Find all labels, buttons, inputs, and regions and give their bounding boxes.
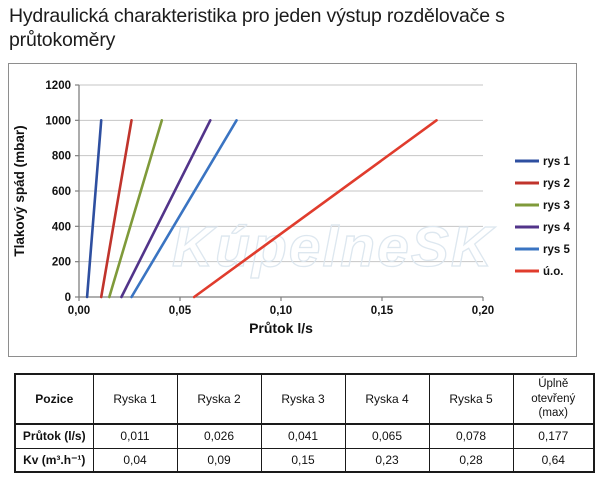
x-tick-label: 0,00	[68, 305, 90, 317]
y-tick-label: 1000	[45, 115, 71, 127]
legend-label: ú.o.	[543, 266, 563, 278]
flow-table-header: Pozice Ryska 1 Ryska 2 Ryska 3 Ryska 4 Ryska …	[14, 373, 595, 425]
table-value-cell: 0,041	[260, 423, 346, 449]
legend-label: rys 5	[543, 244, 570, 256]
table-row: Kv (m³.h⁻¹) 0,04 0,09 0,15 0,23 0,28 0,64	[14, 447, 595, 473]
x-tick-label: 0,10	[270, 305, 292, 317]
table-row: Průtok (l/s) 0,011 0,026 0,041 0,065 0,078 0,1…	[14, 423, 595, 449]
table-value-cell: 0,026	[176, 423, 262, 449]
x-tick-label: 0,05	[169, 305, 192, 317]
y-tick-label: 0	[65, 292, 71, 304]
table-value-cell: 0,28	[428, 447, 514, 473]
table-header-cell: Ryska 5	[428, 373, 514, 425]
y-tick-label: 400	[52, 221, 71, 233]
x-axis-title: Průtok l/s	[249, 320, 313, 336]
table-value-cell: 0,177	[512, 423, 595, 449]
table-row-label: Průtok (l/s)	[14, 423, 94, 449]
y-tick-label: 800	[52, 151, 71, 163]
series-line-rys-4	[120, 119, 212, 299]
table-header-cell: Ryska 3	[260, 373, 346, 425]
y-tick-label: 200	[52, 257, 71, 269]
table-value-cell: 0,23	[344, 447, 430, 473]
watermark: KúpelneSK	[172, 215, 496, 279]
legend-label: rys 4	[543, 222, 570, 234]
table-value-cell: 0,04	[92, 447, 178, 473]
table-value-cell: 0,09	[176, 447, 262, 473]
legend-label: rys 3	[543, 200, 570, 212]
series-line-rys-3	[108, 119, 164, 299]
table-header-cell: Úplně otevřený (max)	[512, 373, 595, 425]
y-tick-label: 1200	[45, 80, 71, 92]
legend-label: rys 2	[543, 178, 570, 190]
x-tick-label: 0,20	[472, 305, 494, 317]
table-header-cell: Pozice	[14, 373, 94, 425]
table-header-cell: Ryska 4	[344, 373, 430, 425]
series-line-rys-5	[130, 119, 238, 299]
table-row-label: Kv (m³.h⁻¹)	[14, 447, 94, 473]
table-header-cell: Ryska 2	[176, 373, 262, 425]
y-tick-label: 600	[52, 186, 71, 198]
document-title: Hydraulická charakteristika pro jeden vý…	[9, 5, 505, 51]
table-value-cell: 0,065	[344, 423, 430, 449]
series-line-rys-1	[85, 119, 103, 299]
table-header-cell: Ryska 1	[92, 373, 178, 425]
series-line--o-	[192, 119, 438, 299]
hydraulic-characteristic-chart: KúpelneSK 0 200 400 600 800 1000 1200 0,00 0,05 0,…	[12, 80, 570, 336]
x-tick-label: 0,15	[371, 305, 394, 317]
legend-label: rys 1	[543, 156, 570, 168]
table-value-cell: 0,64	[512, 447, 595, 473]
table-value-cell: 0,15	[260, 447, 346, 473]
table-value-cell: 0,011	[92, 423, 178, 449]
flow-table: Pozice Ryska 1 Ryska 2 Ryska 3 Ryska 4 Ryska …	[14, 373, 595, 473]
table-value-cell: 0,078	[428, 423, 514, 449]
chart-frame: KúpelneSK 0 200 400 600 800 1000 1200 0,00 0,05 0,…	[8, 63, 577, 357]
series-line-rys-2	[99, 119, 133, 299]
y-axis-title: Tlakový spád (mbar)	[12, 125, 27, 256]
